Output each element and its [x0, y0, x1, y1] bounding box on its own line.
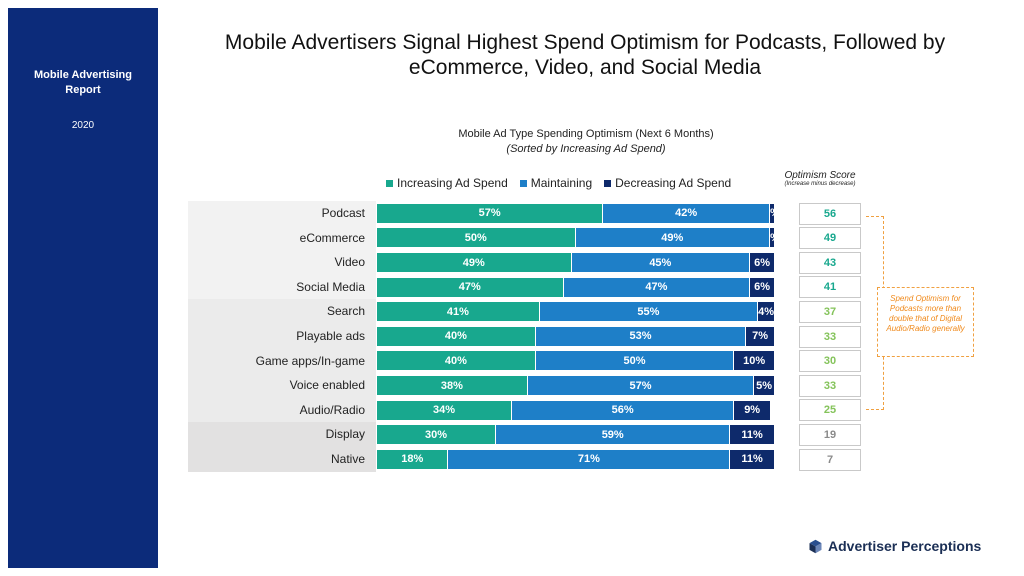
category-label: Podcast: [321, 206, 365, 220]
legend-swatch: [604, 179, 612, 187]
bar-segment-decreasing: 9%: [734, 400, 770, 420]
bar-row: 18% 71% 11%: [377, 449, 774, 469]
bar-segment-increasing: 49%: [377, 253, 572, 272]
category-label: Search: [326, 304, 365, 319]
optimism-score: 7: [799, 448, 861, 471]
optimism-score: 49: [799, 227, 861, 250]
legend-swatch: [519, 179, 527, 187]
category-group-band: [188, 422, 376, 472]
category-label: Display: [325, 427, 365, 442]
bar-row: 30% 59% 11%: [377, 425, 774, 445]
chart-title-block: Mobile Ad Type Spending Optimism (Next 6…: [376, 127, 796, 157]
category-label: Audio/Radio: [299, 402, 365, 417]
logo-text: Advertiser Perceptions: [828, 538, 982, 554]
bar-segment-increasing: 57%: [377, 203, 604, 223]
bar-segment-increasing: 38%: [377, 376, 528, 395]
category-label: Native: [330, 452, 365, 466]
bar-segment-decreasing: 5%: [754, 376, 774, 395]
optimism-score: 33: [799, 325, 861, 348]
bar-segment-increasing: 41%: [377, 302, 540, 322]
bar-segment-maintaining: 45%: [571, 253, 751, 272]
category-label: Playable ads: [296, 329, 365, 343]
category-group-band: [188, 299, 376, 423]
sidebar: Mobile Advertising Report 2020: [8, 8, 158, 568]
optimism-score: 43: [799, 251, 861, 274]
bar-segment-maintaining: 71%: [448, 449, 731, 469]
bar-row: 49% 45% 6%: [377, 253, 774, 272]
optimism-score-header: Optimism Score (Increase minus decrease): [780, 170, 860, 187]
optimism-score: 25: [799, 399, 861, 422]
optimism-score-subtitle: (Increase minus decrease): [784, 181, 856, 187]
bar-segment-decreasing: 4%: [758, 302, 774, 322]
bar-segment-increasing: 50%: [377, 228, 576, 248]
bar-segment-maintaining: 56%: [511, 400, 735, 420]
bar-segment-maintaining: 59%: [496, 425, 731, 445]
bar-segment-decreasing: 6%: [750, 253, 774, 272]
bar-segment-increasing: 18%: [377, 449, 449, 469]
bar-segment-decreasing: 1%: [770, 228, 774, 248]
chart-title: Mobile Ad Type Spending Optimism (Next 6…: [458, 128, 714, 140]
brand-logo: Advertiser Perceptions: [808, 538, 981, 554]
optimism-score: 41: [799, 276, 861, 299]
category-label: Game apps/In-game: [255, 353, 365, 368]
bar-segment-decreasing: 6%: [750, 277, 774, 297]
optimism-score: 19: [799, 423, 861, 446]
bar-segment-increasing: 47%: [377, 277, 564, 297]
optimism-score: 56: [799, 202, 861, 225]
optimism-score: 30: [799, 350, 861, 373]
bar-segment-maintaining: 50%: [535, 351, 735, 371]
category-group-band: [188, 201, 376, 300]
chart-subtitle: (Sorted by Increasing Ad Spend): [506, 143, 666, 155]
legend-item-2: Decreasing Ad Spend: [604, 176, 731, 190]
bar-segment-decreasing: 10%: [734, 351, 774, 371]
bar-segment-maintaining: 47%: [563, 277, 751, 297]
bar-segment-maintaining: 53%: [535, 326, 747, 346]
bar-row: 40% 53% 7%: [377, 326, 774, 346]
bar-segment-increasing: 30%: [377, 425, 497, 445]
bar-segment-maintaining: 49%: [575, 228, 771, 248]
chart-legend: Increasing Ad Spend Maintaining Decreasing…: [386, 176, 743, 190]
optimism-score: 33: [799, 374, 861, 397]
category-label: Voice enabled: [289, 378, 365, 393]
callout-box: Spend Optimism for Podcasts more than do…: [877, 287, 974, 357]
bar-segment-maintaining: 42%: [603, 203, 771, 223]
slide-title: Mobile Advertisers Signal Highest Spend …: [224, 31, 946, 79]
legend-label: Maintaining: [530, 176, 593, 190]
bar-segment-decreasing: 1%: [770, 203, 774, 223]
bar-segment-decreasing: 11%: [730, 425, 774, 445]
legend-label: Increasing Ad Spend: [397, 176, 508, 190]
bar-row: 50%49%1%: [377, 228, 774, 248]
bar-row: 41% 55% 4%: [377, 302, 774, 322]
category-label: Video: [334, 255, 365, 270]
sidebar-title: Mobile Advertising Report: [34, 69, 132, 96]
legend-label: Decreasing Ad Spend: [615, 176, 732, 190]
logo-cube-icon: [809, 539, 822, 553]
bar-row: 47% 47% 6%: [377, 277, 774, 297]
optimism-score: 37: [799, 300, 861, 323]
bar-segment-maintaining: 57%: [527, 376, 755, 395]
bar-segment-increasing: 40%: [377, 351, 536, 371]
bar-segment-decreasing: 7%: [746, 326, 774, 346]
bar-row: 40% 50% 10%: [377, 351, 774, 371]
bar-row: 34% 56% 9%: [377, 400, 774, 420]
bar-segment-maintaining: 55%: [539, 302, 759, 322]
bar-segment-increasing: 34%: [377, 400, 512, 420]
legend-item-0: Increasing Ad Spend: [386, 176, 508, 190]
bar-row: 38% 57% 5%: [377, 376, 774, 395]
bar-row: 57%42%1%: [377, 203, 774, 223]
legend-item-1: Maintaining: [519, 176, 593, 190]
category-label: eCommerce: [299, 230, 365, 245]
legend-swatch: [386, 179, 393, 187]
sidebar-year: 2020: [71, 120, 95, 131]
bar-segment-decreasing: 11%: [730, 449, 774, 469]
category-label: Social Media: [296, 279, 365, 294]
optimism-score-title: Optimism Score: [784, 170, 856, 181]
bar-segment-increasing: 40%: [377, 326, 536, 346]
